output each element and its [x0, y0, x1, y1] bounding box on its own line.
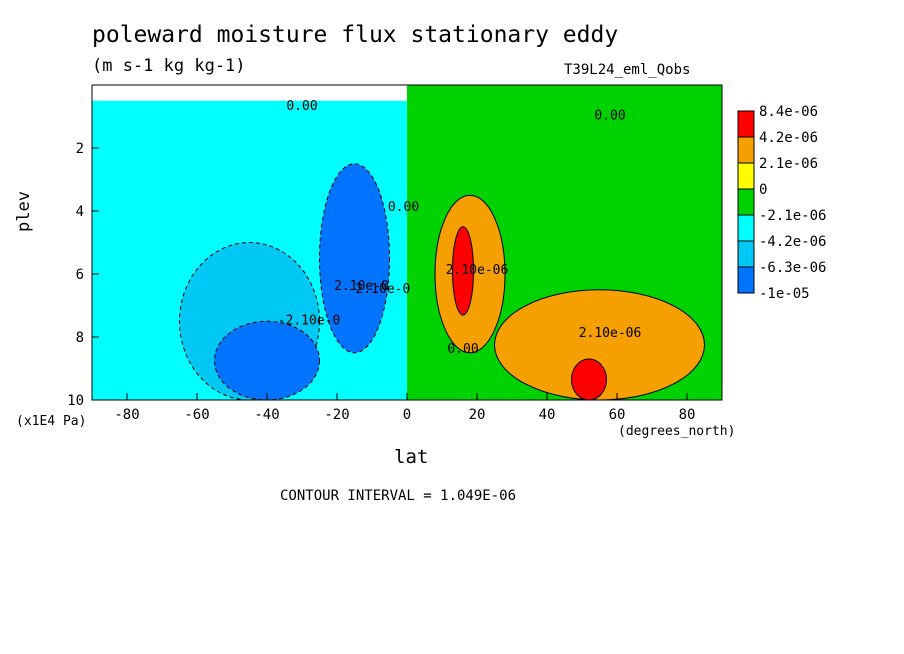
contour-interval-note: CONTOUR INTERVAL = 1.049E-06 — [280, 488, 517, 504]
contour-region-2 — [434, 194, 506, 354]
contour-region-0 — [407, 85, 722, 400]
colorbar-swatch-1 — [737, 136, 755, 164]
contour-label-1: 0.00 — [594, 109, 625, 124]
colorbar-label-4: -2.1e-06 — [759, 208, 826, 224]
x-axis-label: lat — [394, 446, 429, 468]
colorbar-label-3: 0 — [759, 182, 767, 198]
y-tick-label-1: 4 — [76, 204, 84, 220]
colorbar-swatch-0 — [737, 110, 755, 138]
contour-label-6: -2.10e-0 — [278, 313, 341, 328]
x-tick-label-5: 20 — [469, 407, 486, 423]
contour-region-4 — [494, 289, 705, 400]
contour-region-6 — [319, 163, 390, 354]
colorbar-label-5: -4.2e-06 — [759, 234, 826, 250]
chart-units: (m s-1 kg kg-1) — [92, 56, 246, 76]
contour-region-5 — [571, 358, 607, 400]
x-tick-label-7: 60 — [609, 407, 626, 423]
contour-label-8: -2.10e-0 — [348, 282, 411, 297]
colorbar-label-0: 8.4e-06 — [759, 104, 818, 120]
colorbar-label-7: -1e-05 — [759, 286, 810, 302]
x-axis-unit: (degrees_north) — [618, 424, 736, 439]
colorbar-swatch-5 — [737, 240, 755, 268]
colorbar-swatch-3 — [737, 188, 755, 216]
contour-region-7 — [179, 242, 320, 400]
y-tick-label-3: 8 — [76, 330, 84, 346]
contour-region-3 — [452, 226, 474, 316]
contour-region-1 — [92, 100, 407, 400]
x-tick-label-2: -40 — [254, 407, 279, 423]
colorbar-swatch-2 — [737, 162, 755, 190]
y-axis-label: plev — [14, 191, 34, 232]
x-tick-label-6: 40 — [539, 407, 556, 423]
y-axis-unit: (x1E4 Pa) — [16, 414, 87, 429]
plot-frame — [91, 84, 723, 401]
y-tick-label-0: 2 — [76, 141, 84, 157]
colorbar-label-2: 2.1e-06 — [759, 156, 818, 172]
chart-title: poleward moisture flux stationary eddy — [92, 22, 619, 48]
colorbar-label-6: -6.3e-06 — [759, 260, 826, 276]
x-tick-label-1: -60 — [184, 407, 209, 423]
contour-label-3: 0.00 — [447, 342, 478, 357]
x-tick-label-3: -20 — [324, 407, 349, 423]
experiment-label: T39L24_eml_Qobs — [564, 62, 691, 78]
y-tick-label-4: 10 — [67, 393, 84, 409]
contour-label-0: 0.00 — [286, 99, 317, 114]
colorbar-swatch-4 — [737, 214, 755, 242]
colorbar-swatch-6 — [737, 266, 755, 294]
colorbar-label-1: 4.2e-06 — [759, 130, 818, 146]
contour-label-2: 0.00 — [388, 200, 419, 215]
contour-label-4: 2.10e-06 — [446, 263, 509, 278]
contour-label-7: 2.10e-0 — [334, 279, 389, 294]
y-tick-label-2: 6 — [76, 267, 84, 283]
x-tick-label-0: -80 — [114, 407, 139, 423]
contour-label-5: 2.10e-06 — [579, 326, 642, 341]
x-tick-label-8: 80 — [679, 407, 696, 423]
contour-region-8 — [214, 320, 320, 400]
x-tick-label-4: 0 — [403, 407, 411, 423]
